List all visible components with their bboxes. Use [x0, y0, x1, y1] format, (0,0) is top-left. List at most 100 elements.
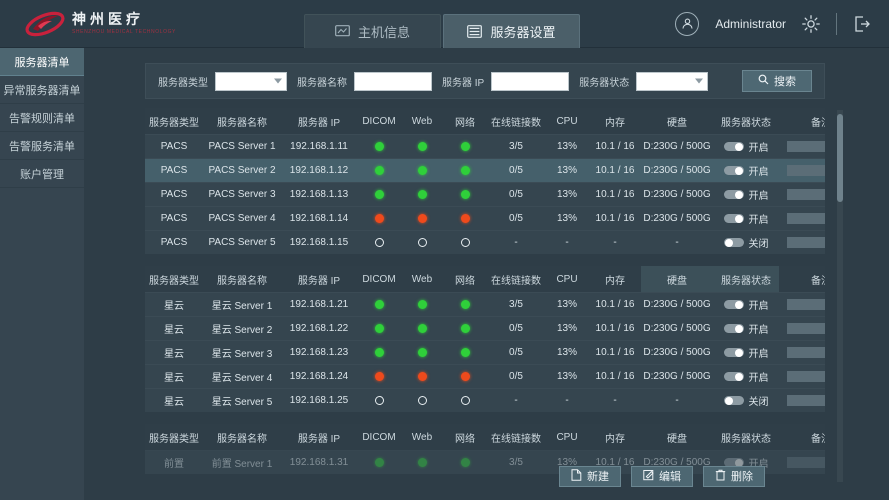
logout-icon[interactable]: [851, 13, 873, 35]
column-header[interactable]: 服务器状态: [721, 433, 771, 445]
column-header[interactable]: DICOM: [362, 431, 396, 443]
column-header[interactable]: DICOM: [362, 273, 396, 285]
power-toggle[interactable]: 开启: [723, 369, 769, 384]
note-field[interactable]: [787, 457, 825, 468]
note-field[interactable]: [787, 141, 825, 152]
column-header[interactable]: 网络: [455, 433, 475, 445]
server-status-select[interactable]: [636, 71, 709, 91]
column-header[interactable]: 服务器 IP: [297, 275, 341, 287]
table-row[interactable]: 前置 前置 Server 1 192.168.1.31 3/5 13% 10.1 / 16…: [145, 450, 825, 474]
toggle-track[interactable]: [723, 300, 744, 309]
power-toggle[interactable]: 开启: [723, 345, 769, 360]
power-toggle[interactable]: 开启: [723, 297, 769, 312]
toggle-track[interactable]: [723, 214, 744, 223]
table-row[interactable]: PACS PACS Server 1 192.168.1.11 3/5 13% 10.1 …: [145, 134, 825, 158]
column-header[interactable]: 在线链接数: [491, 275, 541, 287]
column-header[interactable]: 硬盘: [667, 433, 687, 445]
gear-icon[interactable]: [800, 13, 822, 35]
sidebar-item-abnormal-server-list[interactable]: 异常服务器清单: [0, 76, 84, 104]
sidebar-item-alarm-service-list[interactable]: 告警服务清单: [0, 132, 84, 160]
note-field[interactable]: [787, 371, 825, 382]
toggle-track[interactable]: [723, 190, 744, 199]
column-header[interactable]: 在线链接数: [491, 117, 541, 129]
power-toggle[interactable]: 开启: [723, 139, 769, 154]
toggle-track[interactable]: [723, 348, 744, 357]
column-header[interactable]: 网络: [455, 275, 475, 287]
column-header[interactable]: 服务器类型: [149, 433, 199, 445]
table-row[interactable]: 星云 星云 Server 5 192.168.1.25 - - - - 关闭: [145, 388, 825, 412]
search-button[interactable]: 搜索: [742, 70, 812, 92]
table-row[interactable]: 星云 星云 Server 3 192.168.1.23 0/5 13% 10.1 / 16…: [145, 340, 825, 364]
column-header[interactable]: CPU: [556, 115, 578, 127]
column-header[interactable]: 服务器名称: [217, 275, 267, 287]
server-type-select[interactable]: [215, 71, 287, 91]
note-field[interactable]: [787, 165, 825, 176]
power-toggle[interactable]: 开启: [723, 455, 769, 470]
edit-button[interactable]: 编辑: [631, 465, 693, 487]
sidebar-item-account-management[interactable]: 账户管理: [0, 160, 84, 188]
column-header[interactable]: DICOM: [362, 115, 396, 127]
power-toggle[interactable]: 开启: [723, 321, 769, 336]
server-ip-input[interactable]: [491, 71, 570, 91]
tab-host-info[interactable]: 主机信息: [304, 13, 441, 48]
column-header[interactable]: 服务器 IP: [297, 117, 341, 129]
toggle-track[interactable]: [723, 458, 744, 467]
power-toggle[interactable]: 关闭: [723, 235, 769, 250]
sidebar-item-server-list[interactable]: 服务器清单: [0, 48, 84, 76]
note-field[interactable]: [787, 237, 825, 248]
scrollbar-thumb[interactable]: [837, 114, 843, 202]
column-header[interactable]: 在线链接数: [491, 433, 541, 445]
table-row[interactable]: PACS PACS Server 2 192.168.1.12 0/5 13% 10.1 …: [145, 158, 825, 182]
column-header[interactable]: CPU: [556, 431, 578, 443]
toggle-track[interactable]: [723, 238, 744, 247]
column-header[interactable]: 硬盘: [641, 266, 713, 292]
note-field[interactable]: [787, 213, 825, 224]
tab-server-settings[interactable]: 服务器设置: [443, 13, 580, 48]
toggle-track[interactable]: [723, 324, 744, 333]
note-field[interactable]: [787, 395, 825, 406]
column-header[interactable]: CPU: [556, 273, 578, 285]
table-row[interactable]: 星云 星云 Server 1 192.168.1.21 3/5 13% 10.1 / 16…: [145, 292, 825, 316]
sidebar-item-alarm-rule-list[interactable]: 告警规则清单: [0, 104, 84, 132]
column-header[interactable]: 网络: [455, 117, 475, 129]
column-header[interactable]: 硬盘: [667, 117, 687, 129]
column-header[interactable]: 服务器类型: [149, 275, 199, 287]
column-header[interactable]: 内存: [605, 117, 625, 129]
table-row[interactable]: 星云 星云 Server 4 192.168.1.24 0/5 13% 10.1 / 16…: [145, 364, 825, 388]
new-button[interactable]: 新建: [559, 465, 621, 487]
table-row[interactable]: PACS PACS Server 3 192.168.1.13 0/5 13% 10.1 …: [145, 182, 825, 206]
column-header[interactable]: 备注: [811, 433, 825, 445]
column-header[interactable]: Web: [411, 115, 433, 127]
column-header[interactable]: 服务器名称: [217, 117, 267, 129]
column-header[interactable]: Web: [411, 273, 433, 285]
toggle-track[interactable]: [723, 372, 744, 381]
column-header[interactable]: 服务器状态: [713, 266, 779, 292]
column-header[interactable]: 服务器状态: [721, 117, 771, 129]
vertical-scrollbar[interactable]: [837, 110, 843, 482]
toggle-track[interactable]: [723, 166, 744, 175]
column-header[interactable]: 服务器 IP: [297, 433, 341, 445]
column-header[interactable]: 服务器类型: [149, 117, 199, 129]
note-field[interactable]: [787, 189, 825, 200]
power-toggle[interactable]: 开启: [723, 211, 769, 226]
toggle-track[interactable]: [723, 142, 744, 151]
user-icon[interactable]: [675, 11, 700, 36]
table-row[interactable]: 星云 星云 Server 2 192.168.1.22 0/5 13% 10.1 / 16…: [145, 316, 825, 340]
note-field[interactable]: [787, 323, 825, 334]
column-header[interactable]: 备注: [811, 275, 825, 287]
note-field[interactable]: [787, 347, 825, 358]
server-name-input[interactable]: [354, 71, 432, 91]
column-header[interactable]: 内存: [605, 275, 625, 287]
table-row[interactable]: PACS PACS Server 4 192.168.1.14 0/5 13% 10.1 …: [145, 206, 825, 230]
column-header[interactable]: Web: [411, 431, 433, 443]
power-toggle[interactable]: 开启: [723, 163, 769, 178]
toggle-track[interactable]: [723, 396, 744, 405]
column-header[interactable]: 服务器名称: [217, 433, 267, 445]
table-row[interactable]: PACS PACS Server 5 192.168.1.15 - - - - 关闭: [145, 230, 825, 254]
column-header[interactable]: 备注: [811, 117, 825, 129]
column-header[interactable]: 内存: [605, 433, 625, 445]
power-toggle[interactable]: 关闭: [723, 393, 769, 408]
note-field[interactable]: [787, 299, 825, 310]
delete-button[interactable]: 删除: [703, 465, 765, 487]
power-toggle[interactable]: 开启: [723, 187, 769, 202]
